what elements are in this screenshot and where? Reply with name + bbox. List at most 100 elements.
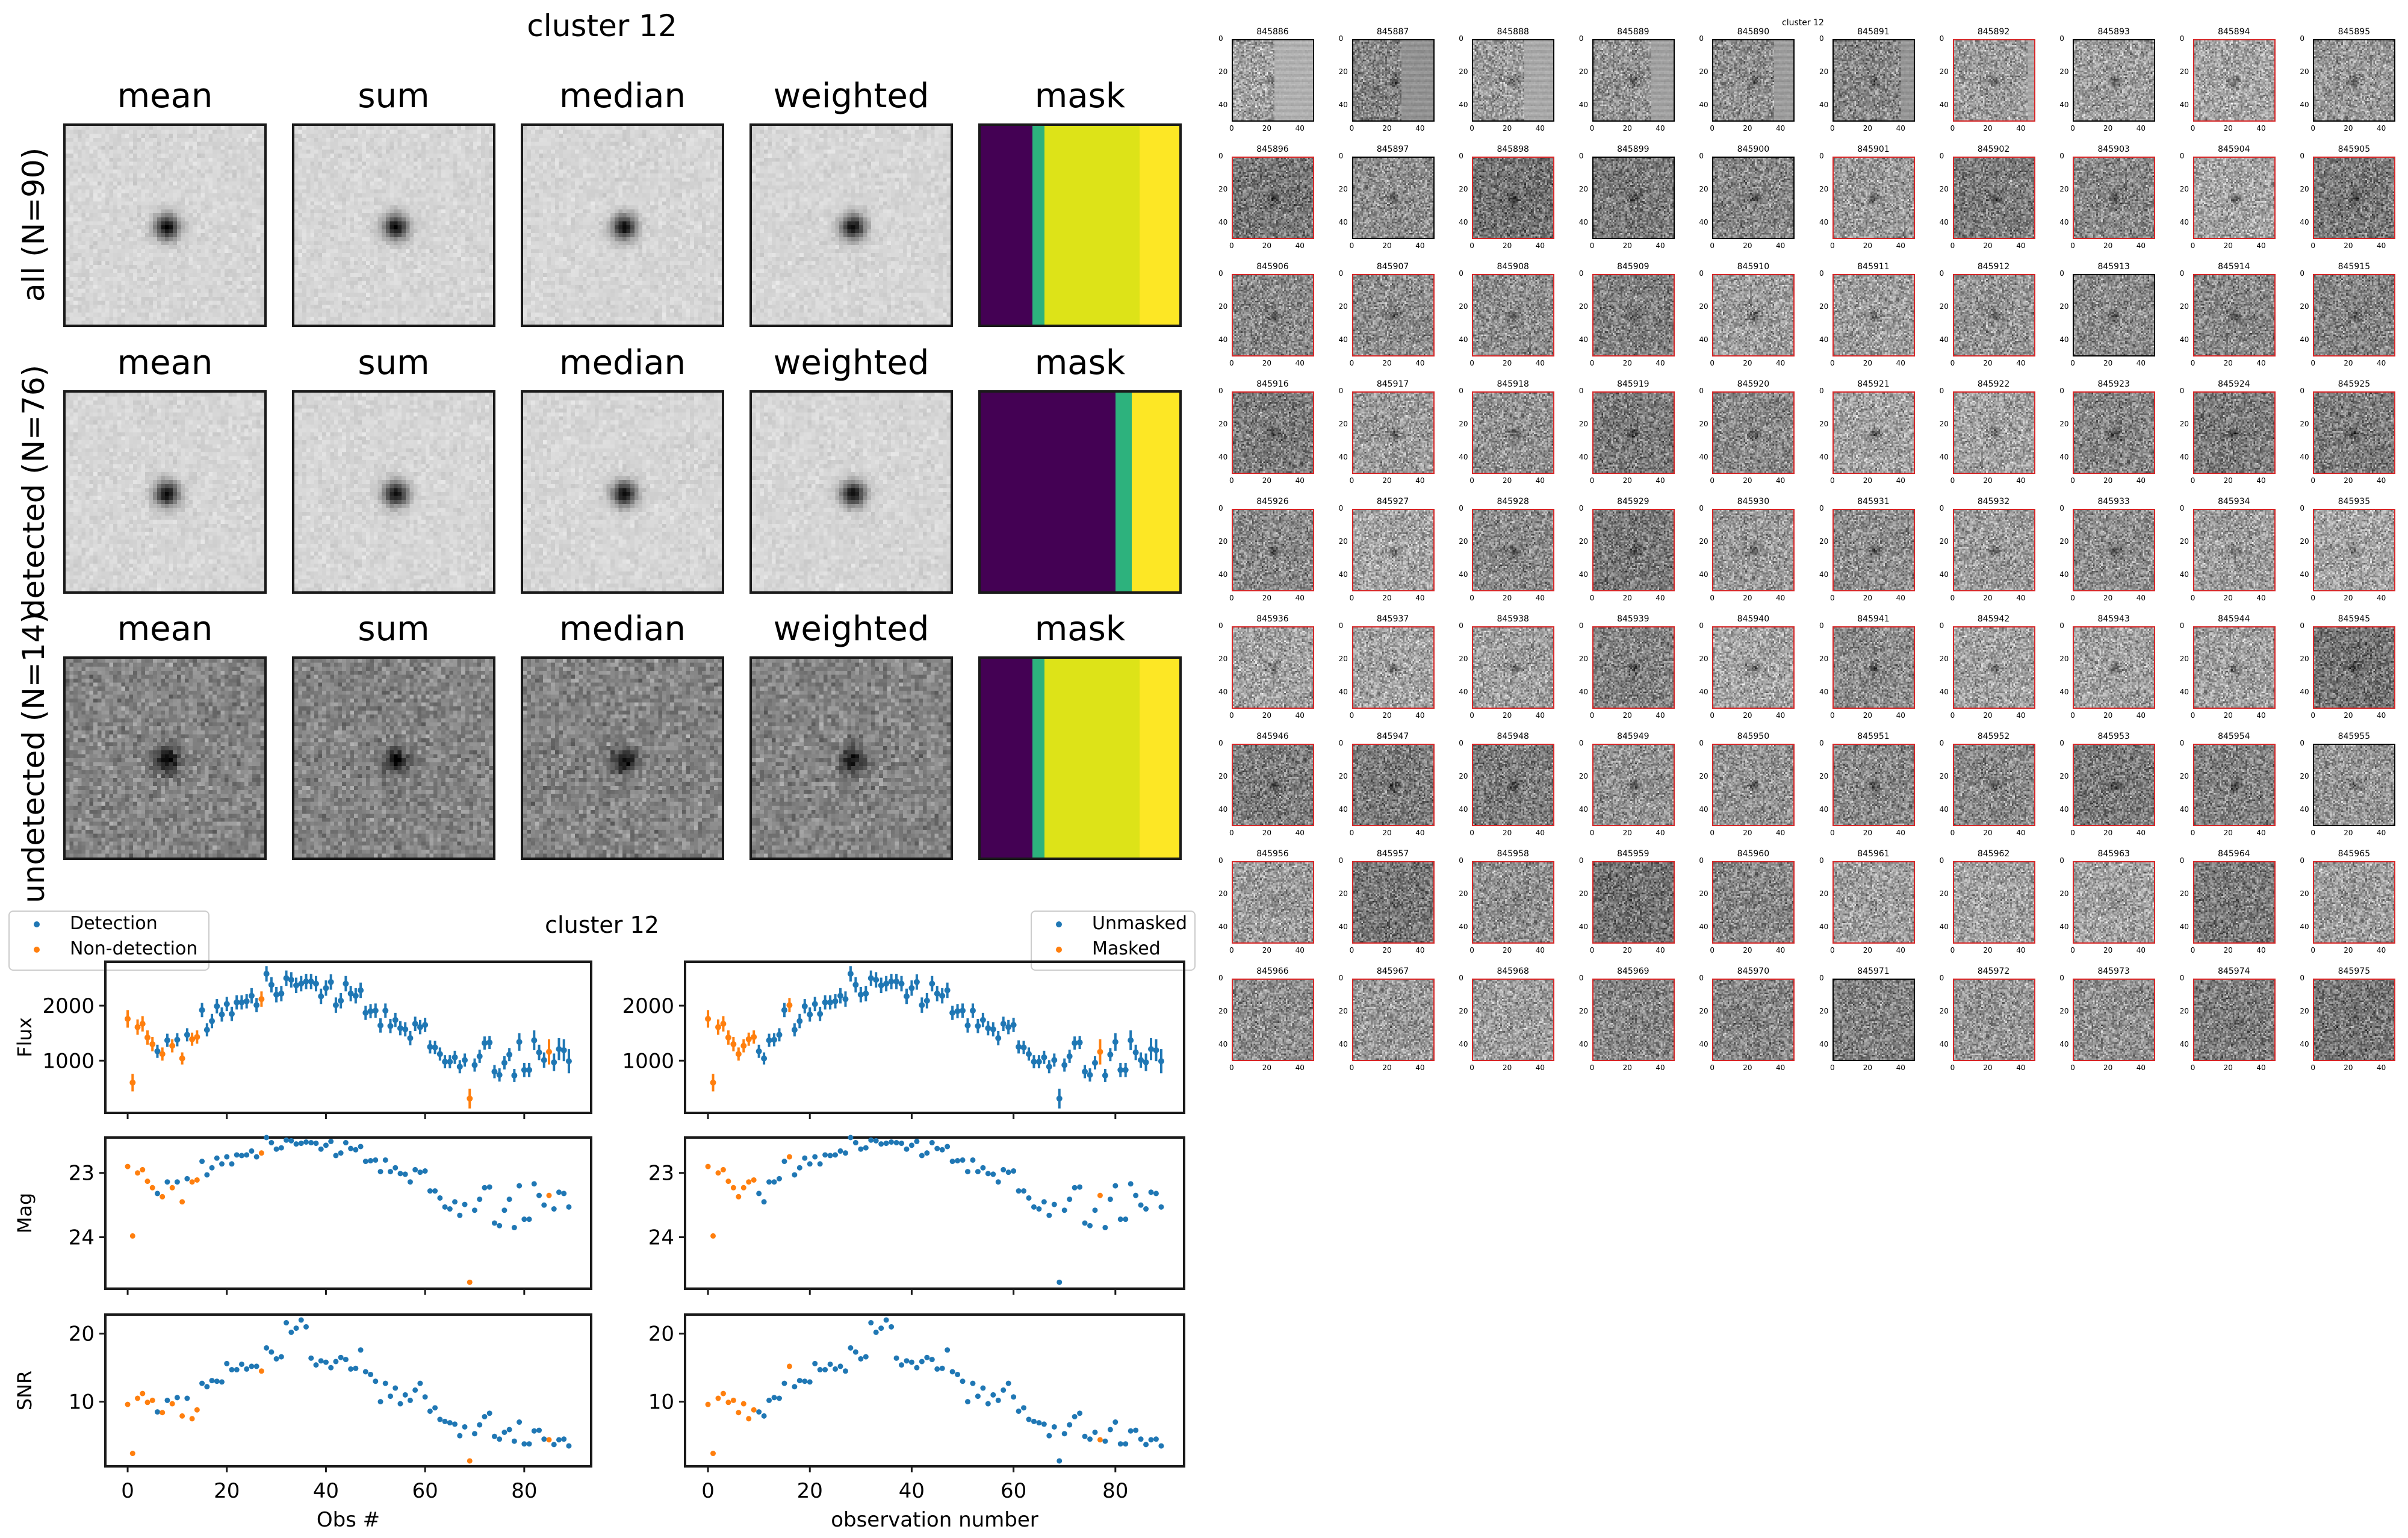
blue-data-point [1005, 1169, 1011, 1175]
thumbnail-image [1952, 509, 2035, 591]
blue-data-point [486, 1410, 492, 1416]
blue-data-point [1112, 1419, 1119, 1425]
blue-data-point [873, 1329, 879, 1335]
thumbnail-x-tick: 40 [1415, 241, 1425, 250]
thumbnail-y-tick: 20 [2179, 889, 2189, 898]
thumbnail-y-tick: 0 [1578, 504, 1584, 512]
thumbnail-image [1232, 509, 1314, 591]
blue-data-point [209, 1018, 216, 1024]
stamp-canvas [66, 126, 264, 325]
thumbnail-x-tick: 0 [2310, 946, 2316, 954]
blue-data-point [477, 1422, 483, 1428]
blue-data-point [1035, 1059, 1042, 1065]
thumbnail-image [1712, 39, 1795, 122]
blue-data-point [457, 1433, 463, 1439]
blue-data-point [883, 1317, 889, 1323]
blue-data-point [343, 1140, 349, 1146]
thumbnail-image [1832, 274, 1915, 356]
thumbnail-y-tick: 0 [2300, 739, 2305, 747]
thumbnail-x-tick: 0 [2190, 241, 2195, 250]
thumbnail-x-tick: 40 [2016, 1063, 2026, 1072]
thumbnail-x-tick: 20 [1622, 124, 1632, 132]
blue-data-point [771, 1395, 777, 1401]
thumbnail-x-tick: 40 [1896, 829, 1905, 837]
thumbnail-canvas [1233, 627, 1313, 708]
orange-data-point [746, 1179, 752, 1185]
thumbnail-title: 845955 [2338, 732, 2371, 741]
thumbnail-x-tick: 20 [1382, 359, 1392, 367]
blue-data-point [1158, 1204, 1164, 1210]
thumbnail-y-tick: 0 [2179, 152, 2185, 160]
blue-data-point [516, 1039, 523, 1045]
orange-data-point [169, 1042, 176, 1049]
axes-frame [104, 1136, 592, 1290]
thumbnail-title: 845951 [1857, 732, 1890, 741]
orange-data-point [740, 1401, 746, 1407]
thumbnail-image [2313, 744, 2396, 826]
thumbnail-canvas [2074, 510, 2155, 590]
thumbnail-y-tick: 0 [1699, 387, 1704, 395]
thumbnail-canvas [1834, 510, 1914, 590]
thumbnail-y-tick: 20 [1939, 184, 1949, 193]
blue-data-point [883, 980, 890, 987]
thumbnail-x-tick: 20 [2223, 241, 2233, 250]
thumbnail-y-tick: 0 [1699, 621, 1704, 630]
blue-data-point [969, 1007, 976, 1014]
thumbnail-title: 845919 [1617, 379, 1649, 389]
blue-data-point [878, 1141, 884, 1147]
thumbnail-x-tick: 20 [1503, 711, 1512, 720]
blue-data-point [347, 990, 354, 997]
blue-data-point [1016, 1188, 1022, 1194]
blue-data-point [561, 1436, 567, 1442]
thumbnail-y-tick: 40 [2179, 922, 2189, 931]
thumbnail-x-tick: 20 [1983, 946, 1993, 954]
blue-data-point [368, 1157, 374, 1163]
thumbnail-title: 845930 [1737, 497, 1770, 506]
blue-data-point [526, 1441, 532, 1447]
thumbnail-title: 845912 [1977, 262, 2010, 272]
thumbnail-canvas [1233, 510, 1313, 590]
blue-data-point [551, 1206, 557, 1212]
blue-data-point [318, 1146, 324, 1152]
blue-data-point [338, 997, 344, 1004]
thumbnail-x-tick: 0 [2190, 359, 2195, 367]
blue-data-point [761, 1199, 767, 1205]
thumbnail-x-tick: 20 [1382, 594, 1392, 602]
thumbnail-x-tick: 40 [2256, 359, 2266, 367]
orange-data-point [710, 1233, 716, 1239]
orange-data-point [710, 1079, 716, 1086]
thumbnail-x-tick: 0 [1589, 359, 1595, 367]
blue-data-point [908, 985, 915, 991]
blue-data-point [566, 1204, 572, 1210]
thumbnail-x-tick: 40 [1295, 124, 1305, 132]
stacked-image-weighted [749, 390, 953, 594]
thumbnail-x-tick: 40 [2016, 476, 2026, 485]
blue-data-point [318, 993, 324, 1000]
blue-data-point [975, 1393, 981, 1399]
thumbnail-y-tick: 40 [1819, 805, 1829, 814]
thumbnail-canvas [1473, 158, 1554, 238]
thumbnail-canvas [1473, 627, 1554, 708]
orange-data-point [135, 1395, 141, 1401]
thumbnail-title: 845910 [1737, 262, 1770, 272]
thumbnail-y-tick: 20 [2059, 419, 2069, 428]
thumbnail-image [1952, 979, 2035, 1061]
blue-data-point [852, 1140, 858, 1146]
blue-data-point [1138, 1436, 1144, 1442]
thumbnail-x-tick: 20 [2103, 594, 2113, 602]
thumbnail-y-tick: 40 [1459, 452, 1468, 461]
thumbnail-title: 845923 [2097, 379, 2130, 389]
thumbnail-title: 845895 [2338, 27, 2371, 37]
thumbnail-canvas [1353, 158, 1433, 238]
thumbnail-y-tick: 0 [1578, 974, 1584, 982]
thumbnail-x-tick: 0 [2070, 594, 2075, 602]
thumbnail-title: 845907 [1376, 262, 1409, 272]
thumbnail-y-tick: 40 [1218, 217, 1228, 226]
y-tick-label: 20 [648, 1322, 674, 1347]
thumbnail-image [2192, 274, 2276, 356]
thumbnail-y-tick: 0 [1218, 504, 1223, 512]
blue-data-point [888, 978, 895, 985]
blue-data-point [223, 1001, 230, 1007]
blue-data-point [229, 1367, 235, 1373]
thumbnail-x-tick: 20 [2223, 829, 2233, 837]
